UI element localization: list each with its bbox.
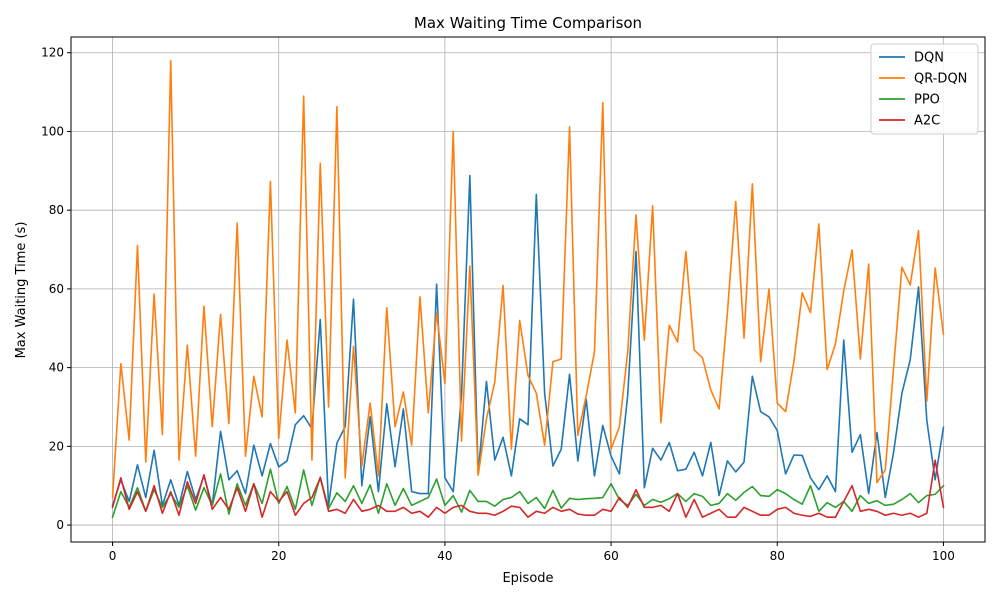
y-tick-label: 120: [41, 46, 64, 60]
y-tick-label: 100: [41, 124, 64, 138]
x-tick-label: 20: [271, 549, 286, 563]
legend-label-ppo: PPO: [914, 93, 940, 108]
x-axis-ticks: 0 20 40 60 80 100: [109, 542, 955, 563]
y-tick-label: 40: [49, 361, 64, 375]
legend-label-qr-dqn: QR-DQN: [914, 72, 967, 87]
x-tick-label: 40: [437, 549, 452, 563]
series-line-qr-dqn: [113, 61, 944, 498]
y-tick-label: 20: [49, 439, 64, 453]
y-tick-label: 80: [49, 203, 64, 217]
x-tick-label: 0: [109, 549, 117, 563]
series-line-ppo: [113, 469, 944, 517]
y-axis-label: Max Waiting Time (s): [14, 222, 29, 359]
legend-label-a2c: A2C: [914, 114, 940, 129]
grid: [71, 37, 985, 542]
y-axis-ticks: 0 20 40 60 80 100 120: [41, 46, 71, 532]
chart-title: Max Waiting Time Comparison: [414, 14, 642, 32]
legend: DQN QR-DQN PPO A2C: [871, 44, 978, 134]
legend-label-dqn: DQN: [914, 51, 944, 66]
plot-frame: [71, 37, 985, 542]
x-tick-label: 60: [603, 549, 618, 563]
y-tick-label: 60: [49, 282, 64, 296]
x-tick-label: 80: [770, 549, 785, 563]
x-tick-label: 100: [932, 549, 955, 563]
x-axis-label: Episode: [502, 571, 553, 586]
y-tick-label: 0: [56, 518, 64, 532]
